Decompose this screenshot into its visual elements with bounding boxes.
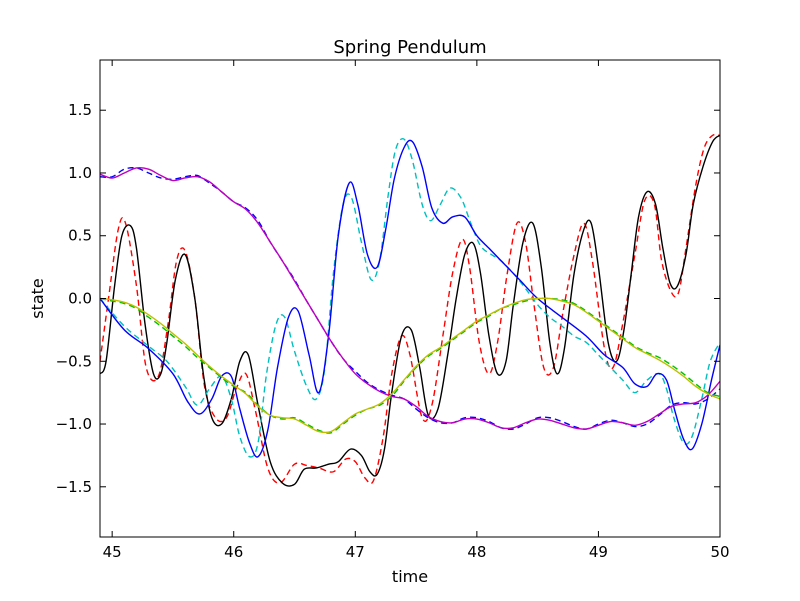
y-tick-label: 0.0 [68,290,92,308]
x-tick-label: 45 [103,543,122,561]
chart-title: Spring Pendulum [333,37,486,58]
x-axis-ticks: 45 46 47 48 49 50 [103,60,730,561]
y-tick-label: −1.0 [56,415,92,433]
x-tick-label: 49 [589,543,608,561]
x-axis-label: time [392,567,428,586]
y-tick-label: 1.5 [68,101,92,119]
series-layer [100,133,720,487]
x-tick-label: 46 [224,543,243,561]
series-line-4 [100,139,720,458]
y-tick-label: −0.5 [56,352,92,370]
series-line-8 [100,297,720,434]
y-tick-label: 1.0 [68,164,92,182]
y-tick-label: −1.5 [56,478,92,496]
x-tick-label: 48 [467,543,486,561]
series-line-6 [100,167,720,430]
x-tick-label: 50 [710,543,729,561]
x-tick-label: 47 [346,543,365,561]
plot-background [100,60,720,537]
series-line-7 [100,297,720,434]
series-line-2 [100,134,720,487]
series-line-5 [100,166,720,430]
y-axis-label: state [28,278,47,319]
y-tick-label: 0.5 [68,227,92,245]
y-axis-ticks: 1.5 1.0 0.5 0.0 −0.5 −1.0 −1.5 [56,101,720,496]
series-line-3 [100,138,720,458]
